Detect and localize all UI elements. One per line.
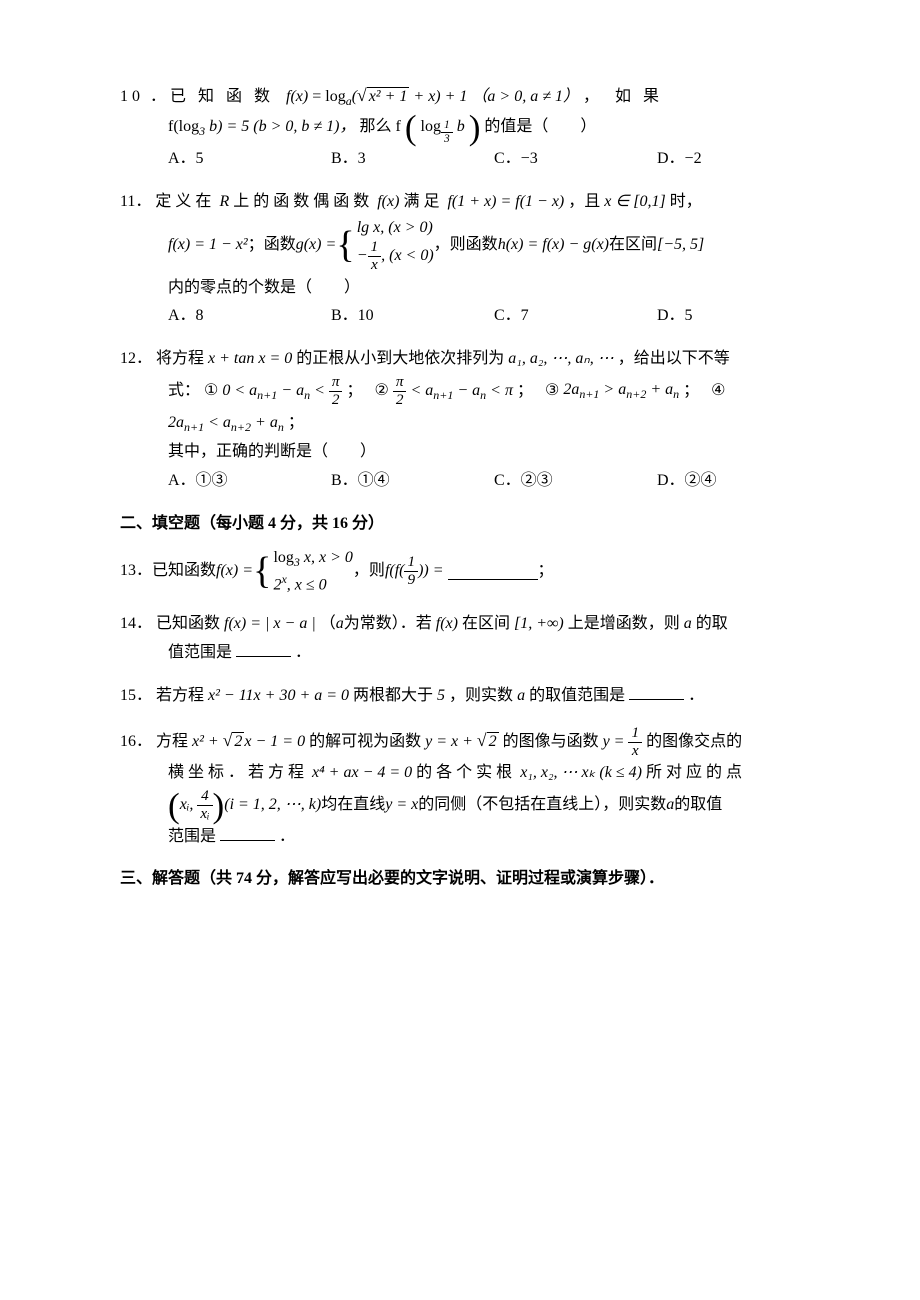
- question-10: 10． 已知函数 f(x) = loga(√x² + 1 + x) + 1 （a…: [120, 80, 820, 174]
- q10-opt-b: B．3: [331, 145, 494, 174]
- q12-options: A．①③ B．①④ C．②③ D．②④: [168, 467, 820, 496]
- big-paren-left: (: [168, 795, 180, 816]
- q12-opt-b: B．①④: [331, 467, 494, 496]
- q10-options: A．5 B．3 C．−3 D．−2: [168, 145, 820, 174]
- q12-item4: ④: [711, 377, 725, 406]
- q12-item3: ③: [545, 377, 559, 406]
- big-paren-right: ): [469, 108, 481, 147]
- q16-num: 16．: [120, 728, 152, 757]
- big-paren-left: (: [405, 108, 417, 147]
- q12-line3: 2an+1 < an+2 + an ；: [168, 409, 820, 439]
- question-14: 14． 已知函数 f(x) = | x − a | （a为常数）．若 f(x) …: [120, 610, 820, 668]
- q11-line1: 11． 定义在 R 上的函数偶函数 f(x) 满足 f(1 + x) = f(1…: [120, 188, 820, 217]
- q12-line1: 12． 将方程 x + tan x = 0 的正根从小到大地依次排列为 a₁, …: [120, 345, 820, 374]
- q10-opt-c: C．−3: [494, 145, 657, 174]
- q11-opt-b: B．10: [331, 302, 494, 331]
- q10-line2: f(log3 b) = 5 (b > 0, b ≠ 1)， 那么 f ( log…: [168, 113, 820, 145]
- q10-opt-d: D．−2: [657, 145, 820, 174]
- q14-num: 14．: [120, 610, 152, 639]
- question-13: 13． 已知函数 f(x) = { log3 x, x > 0 2x, x ≤ …: [120, 547, 820, 597]
- q15-blank[interactable]: [629, 683, 684, 700]
- q11-options: A．8 B．10 C．7 D．5: [168, 302, 820, 331]
- q14-blank[interactable]: [236, 640, 291, 657]
- section-3-header: 三、解答题（共 74 分，解答应写出必要的文字说明、证明过程或演算步骤）．: [120, 865, 820, 894]
- section-2-header: 二、填空题（每小题 4 分，共 16 分）: [120, 510, 820, 539]
- question-15: 15． 若方程 x² − 11x + 30 + a = 0 两根都大于 5 ，则…: [120, 682, 820, 711]
- q12-opt-d: D．②④: [657, 467, 820, 496]
- q11-opt-c: C．7: [494, 302, 657, 331]
- question-12: 12． 将方程 x + tan x = 0 的正根从小到大地依次排列为 a₁, …: [120, 345, 820, 496]
- q11-line2: f(x) = 1 − x² ；函数 g(x) = { lg x, (x > 0)…: [168, 217, 820, 274]
- q11-num: 11．: [120, 188, 151, 217]
- q12-opt-a: A．①③: [168, 467, 331, 496]
- q15-num: 15．: [120, 682, 152, 711]
- q10-num: 10: [120, 83, 150, 112]
- q12-opt-c: C．②③: [494, 467, 657, 496]
- q13-num: 13．: [120, 557, 152, 586]
- q12-num: 12．: [120, 345, 152, 374]
- q12-item1: ①: [204, 377, 218, 406]
- q11-opt-a: A．8: [168, 302, 331, 331]
- q10-opt-a: A．5: [168, 145, 331, 174]
- q11-line3: 内的零点的个数是（ ）: [168, 274, 820, 303]
- q16-blank[interactable]: [220, 824, 275, 841]
- q13-cases: log3 x, x > 0 2x, x ≤ 0: [273, 547, 352, 597]
- question-11: 11． 定义在 R 上的函数偶函数 f(x) 满足 f(1 + x) = f(1…: [120, 188, 820, 331]
- brace-icon: {: [253, 556, 271, 587]
- q12-prompt: 其中，正确的判断是（ ）: [168, 438, 820, 467]
- q12-line2: 式： ① 0 < an+1 − an < π2 ； ② π2 < an+1 − …: [168, 374, 820, 408]
- q10-cond: （a > 0, a ≠ 1）: [471, 88, 579, 105]
- q11-cases: lg x, (x > 0) −1x, (x < 0): [357, 217, 434, 274]
- q13-blank[interactable]: [448, 563, 538, 580]
- q10-lead: 已知函数: [170, 88, 282, 105]
- q12-item2: ②: [374, 377, 388, 406]
- q11-opt-d: D．5: [657, 302, 820, 331]
- big-paren-right: ): [213, 795, 225, 816]
- q10-func: f(x) = loga(√x² + 1 + x) + 1: [286, 88, 471, 105]
- question-16: 16． 方程 x² + √2x − 1 = 0 的解可视为函数 y = x + …: [120, 725, 820, 852]
- brace-icon: {: [336, 230, 354, 261]
